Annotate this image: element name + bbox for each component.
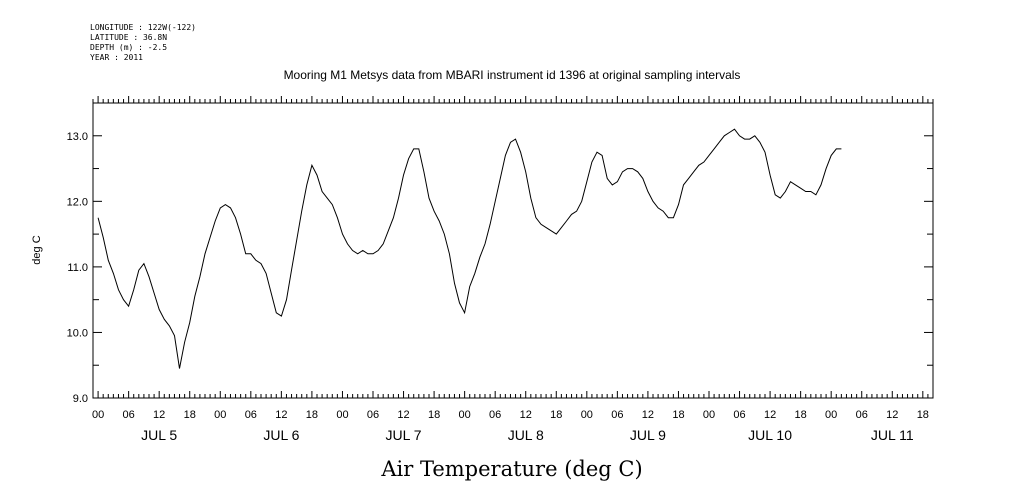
x-tick-label: 18	[672, 409, 684, 421]
x-tick-label: 18	[795, 409, 807, 421]
day-label: JUL 7	[386, 427, 422, 443]
x-axis-label: Air Temperature (deg C)	[380, 457, 642, 481]
x-tick-label: 12	[275, 409, 287, 421]
y-tick-label: 12.0	[67, 196, 88, 208]
y-tick-label: 11.0	[67, 262, 88, 274]
y-tick-label: 10.0	[67, 327, 88, 339]
x-tick-label: 00	[581, 409, 593, 421]
x-tick-label: 12	[886, 409, 898, 421]
x-tick-label: 18	[550, 409, 562, 421]
plot-frame	[92, 102, 934, 399]
day-label: JUL 5	[141, 427, 177, 443]
y-tick-label: 9.0	[73, 393, 88, 405]
y-axis-label: deg C	[31, 235, 43, 264]
series-line	[97, 128, 842, 369]
y-axis: 9.0 10.0 11.0 12.0 13.0	[67, 102, 933, 405]
x-tick-label: 06	[367, 409, 379, 421]
x-tick-label: 18	[917, 409, 929, 421]
x-tick-label: 06	[245, 409, 257, 421]
x-tick-label: 12	[153, 409, 165, 421]
x-tick-label: 12	[397, 409, 409, 421]
x-tick-label: 06	[489, 409, 501, 421]
year-label: YEAR : 2011	[90, 53, 143, 62]
x-tick-label: 00	[703, 409, 715, 421]
x-tick-label: 18	[184, 409, 196, 421]
x-tick-label: 18	[428, 409, 440, 421]
x-tick-label: 06	[123, 409, 135, 421]
day-label: JUL 11	[871, 427, 914, 443]
x-tick-label: 06	[611, 409, 623, 421]
longitude-label: LONGITUDE : 122W(-122)	[90, 23, 196, 32]
day-label: JUL 9	[630, 427, 666, 443]
x-tick-label: 00	[336, 409, 348, 421]
x-tick-label: 00	[825, 409, 837, 421]
x-axis: 00 06 12 18 00 06 12 18 00 06 12 18 00 06 12 18 00 06 12 18…	[92, 96, 934, 443]
x-tick-label: 00	[214, 409, 226, 421]
x-tick-label: 12	[764, 409, 776, 421]
x-tick-label: 06	[856, 409, 868, 421]
chart-title: Mooring M1 Metsys data from MBARI instru…	[284, 68, 741, 82]
x-tick-label: 00	[92, 409, 104, 421]
day-label: JUL 10	[748, 427, 792, 443]
x-tick-label: 12	[520, 409, 532, 421]
x-tick-label: 00	[459, 409, 471, 421]
x-tick-label: 06	[733, 409, 745, 421]
y-tick-label: 13.0	[67, 131, 88, 143]
day-label: JUL 8	[508, 427, 544, 443]
x-tick-label: 18	[306, 409, 318, 421]
latitude-label: LATITUDE : 36.8N	[90, 33, 167, 42]
depth-label: DEPTH (m) : -2.5	[90, 43, 167, 52]
day-label: JUL 6	[263, 427, 299, 443]
x-tick-label: 12	[642, 409, 654, 421]
